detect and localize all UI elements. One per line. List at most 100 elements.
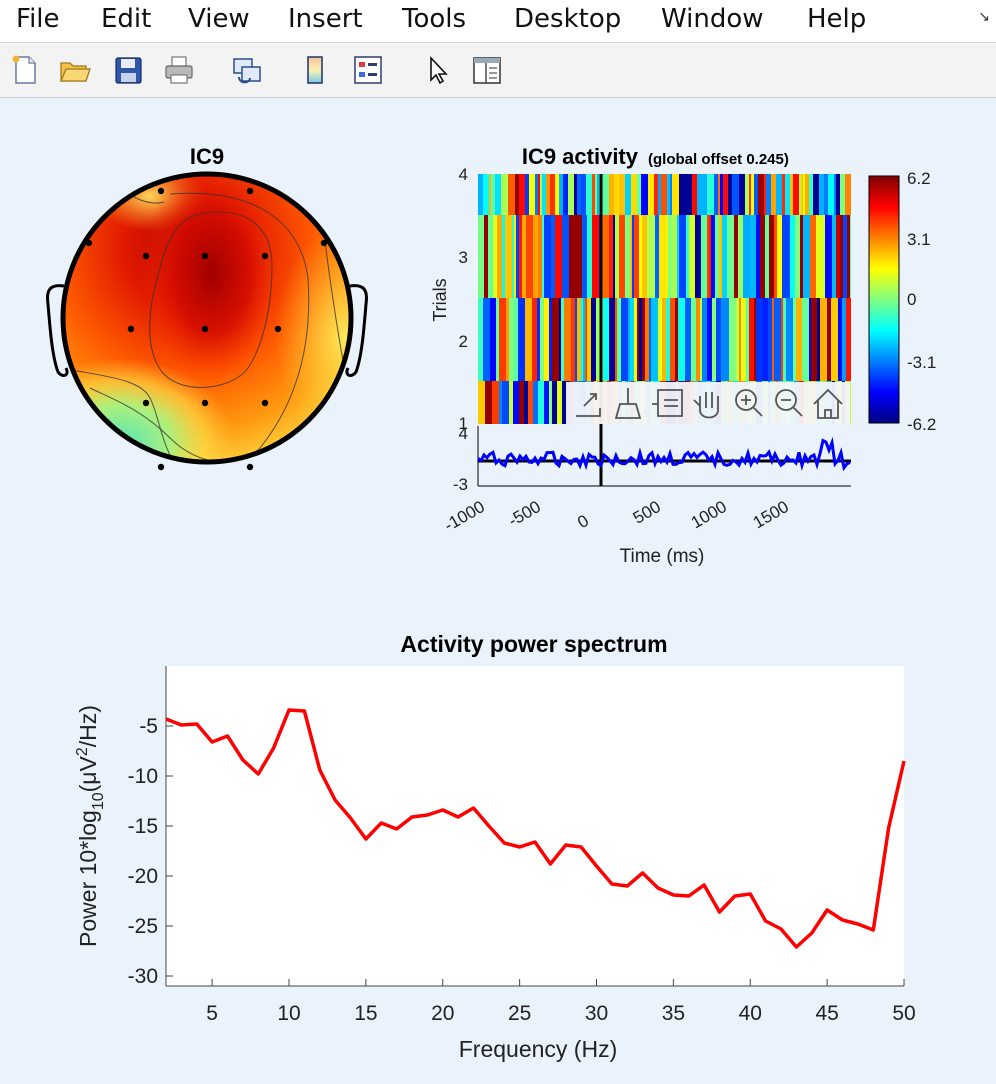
time-tick-500: 500 [630,497,664,528]
heatmap-cell [749,298,755,381]
y-tick-label: -10 [128,765,158,788]
heatmap-cell [774,215,778,298]
y-tick-label: -5 [139,715,158,738]
zoom-out-icon[interactable] [770,386,806,422]
heatmap-cell [575,298,578,381]
pointer-arrow-icon[interactable] [420,53,454,87]
heatmap-cell [667,174,671,215]
heatmap-cell [550,174,556,215]
heatmap-cell [723,174,729,215]
menu-edit[interactable]: Edit [101,4,152,34]
y-tick-label: -25 [128,915,158,938]
colorbar-icon[interactable] [299,53,333,87]
heatmap-cell [488,215,494,298]
heatmap-cell [513,381,520,424]
heatmap-cell [587,298,592,381]
heatmap-cell [738,215,744,298]
brush-icon[interactable] [610,386,646,422]
heatmap-cell [756,298,764,381]
time-tick-minus500: -500 [505,497,544,530]
heatmap-cell [763,298,769,381]
menu-desktop[interactable]: Desktop [514,4,622,34]
heatmap-cell [816,215,822,298]
menu-insert[interactable]: Insert [288,4,363,34]
new-file-icon[interactable] [8,53,42,87]
heatmap-cell [592,174,596,215]
pan-hand-icon[interactable] [690,386,726,422]
colorbar-tick-zero: 0 [907,290,916,309]
heatmap-cell [542,174,547,215]
heatmap-cell [793,174,800,215]
heatmap-cell [790,215,796,298]
heatmap-cell [785,215,791,298]
menu-file[interactable]: File [16,4,60,34]
heatmap-cell [621,298,629,381]
printer-icon[interactable] [162,53,196,87]
heatmap-cell [803,174,806,215]
x-tick-label: 40 [739,1002,762,1025]
time-axis-label: Time (ms) [620,546,705,567]
menu-window[interactable]: Window [661,4,764,34]
heatmap-cell [659,215,667,298]
heatmap-cell [795,215,801,298]
heatmap-cell [670,174,673,215]
heatmap-cell [615,298,618,381]
heatmap-cell [613,215,616,298]
heatmap-cell [686,215,690,298]
heatmap-cell [776,174,783,215]
heatmap-cell [668,215,672,298]
legend-icon[interactable] [351,53,385,87]
heatmap-cell [647,215,653,298]
home-icon[interactable] [810,386,846,422]
heatmap-cell [518,298,526,381]
menu-view[interactable]: View [188,4,250,34]
time-tick-1500: 1500 [750,497,792,532]
heatmap-cell [559,174,564,215]
x-tick-label: 20 [431,1002,454,1025]
heatmap-cell [790,174,794,215]
heatmap-cell [836,174,841,215]
heatmap-cell [582,215,588,298]
heatmap-cell [538,174,541,215]
menu-help[interactable]: Help [807,4,867,34]
heatmap-cell [649,298,652,381]
heatmap-cell [679,174,687,215]
heatmap-cell [746,298,750,381]
spectrum-plot-area [166,666,904,986]
heatmap-cell [540,298,545,381]
heatmap-cell [568,174,575,215]
heatmap-cell [834,174,837,215]
heatmap-cell [802,298,810,381]
heatmap-cell [614,174,620,215]
heatmap-cell [821,215,826,298]
menu-tools[interactable]: Tools [402,4,467,34]
heatmap-cell [658,298,661,381]
heatmap-cell [754,298,757,381]
floppy-disk-icon[interactable] [111,53,145,87]
heatmap-cell [609,174,615,215]
heatmap-cell [711,215,716,298]
erp-trace-line [477,436,851,472]
folder-open-icon[interactable] [58,53,92,87]
heatmap-cell [824,174,829,215]
heatmap-cell [642,298,646,381]
x-tick-label: 25 [508,1002,531,1025]
spectrum-xlabel: Frequency (Hz) [459,1036,617,1062]
export-icon[interactable] [570,386,606,422]
figure-toolbar [0,43,996,98]
heatmap-cell [507,381,510,424]
heatmap-cell [809,298,812,381]
zoom-in-icon[interactable] [730,386,766,422]
heatmap-cell [519,215,523,298]
x-tick-label: 15 [354,1002,377,1025]
corner-arrow-icon[interactable]: ↘ [978,8,990,24]
heatmap-cell [685,298,692,381]
heatmap-cell [692,174,698,215]
heatmap-cell [562,381,570,424]
heatmap-cell [557,381,563,424]
data-tips-icon[interactable] [650,386,686,422]
linked-windows-icon[interactable] [230,53,264,87]
panel-icon[interactable] [470,53,504,87]
heatmap-cell [533,215,539,298]
heatmap-cell [728,174,733,215]
